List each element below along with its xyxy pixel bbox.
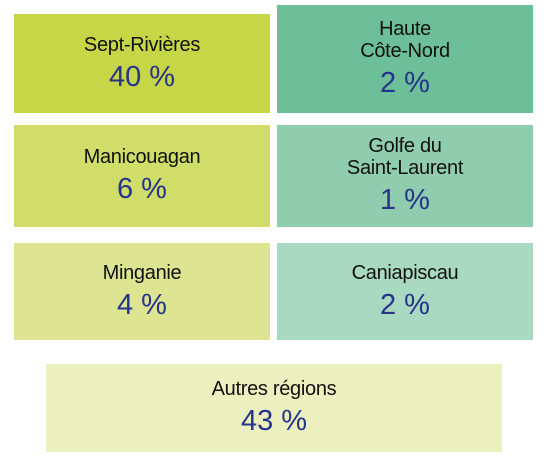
region-share: 2 % [380,67,430,99]
region-name: Manicouagan [83,146,201,168]
region-share: 40 % [108,60,176,93]
region-name: Caniapiscau [351,261,459,284]
region-tile: Sept-Rivières 40 % [14,14,270,113]
region-tile: Haute Côte-Nord 2 % [277,5,533,113]
region-share: 43 % [240,405,308,437]
region-tile: Caniapiscau 2 % [277,243,533,340]
region-name: Côte-Nord [360,40,450,62]
region-share: 1 % [380,184,430,216]
region-tile: Golfe du Saint-Laurent 1 % [277,125,533,227]
region-name: Saint-Laurent [346,157,464,179]
region-name: Sept-Rivières [83,33,201,56]
region-name: Haute [379,18,431,40]
region-name: Autres régions [211,378,337,400]
region-tile: Manicouagan 6 % [14,125,270,227]
region-tile: Autres régions 43 % [46,364,502,452]
region-share: 6 % [117,173,167,205]
region-name: Golfe du [368,135,442,157]
region-share: 2 % [380,288,430,321]
region-share: 4 % [117,288,167,321]
region-tile: Minganie 4 % [14,243,270,340]
region-name: Minganie [102,261,182,284]
